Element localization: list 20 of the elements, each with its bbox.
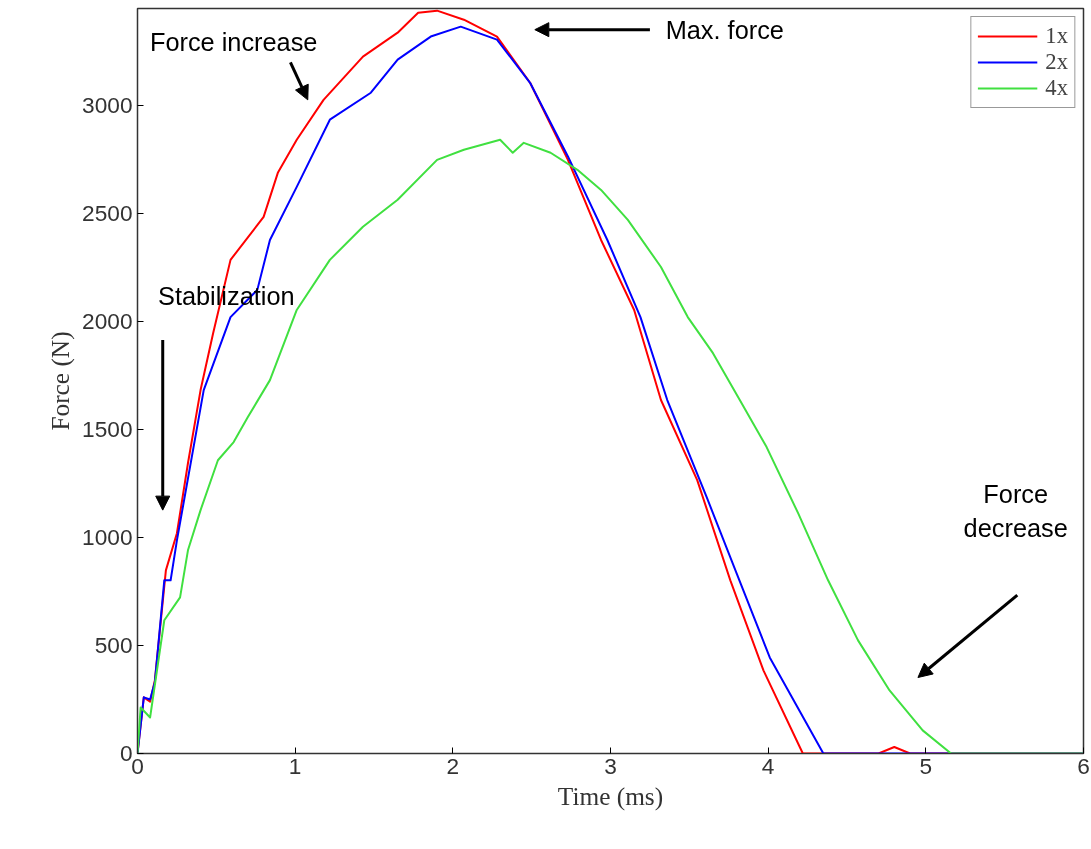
y-tick-label: 1500 — [82, 416, 133, 443]
annotation: Force decrease — [963, 480, 1068, 543]
y-tick-label: 1000 — [82, 524, 133, 551]
y-tick-label: 2000 — [82, 308, 133, 335]
annotation: Max. force — [665, 15, 784, 44]
annotation: Force increase — [149, 27, 318, 56]
y-tick-label: 500 — [94, 632, 133, 659]
x-tick-label: 6 — [1077, 752, 1090, 779]
y-axis-title: Force (N) — [46, 331, 76, 431]
y-tick-label: 2500 — [82, 200, 133, 227]
y-tick-label: 3000 — [82, 92, 133, 119]
x-tick-label: 3 — [604, 752, 617, 779]
legend-label: 2x — [1045, 49, 1068, 75]
legend-label: 4x — [1045, 75, 1068, 101]
x-tick-label: 2 — [446, 752, 460, 779]
x-axis-title: Time (ms) — [557, 781, 664, 811]
x-tick-label: 4 — [761, 752, 775, 779]
x-tick-label: 5 — [919, 752, 933, 779]
x-tick-label: 1 — [288, 752, 302, 779]
legend-label: 1x — [1045, 23, 1068, 49]
